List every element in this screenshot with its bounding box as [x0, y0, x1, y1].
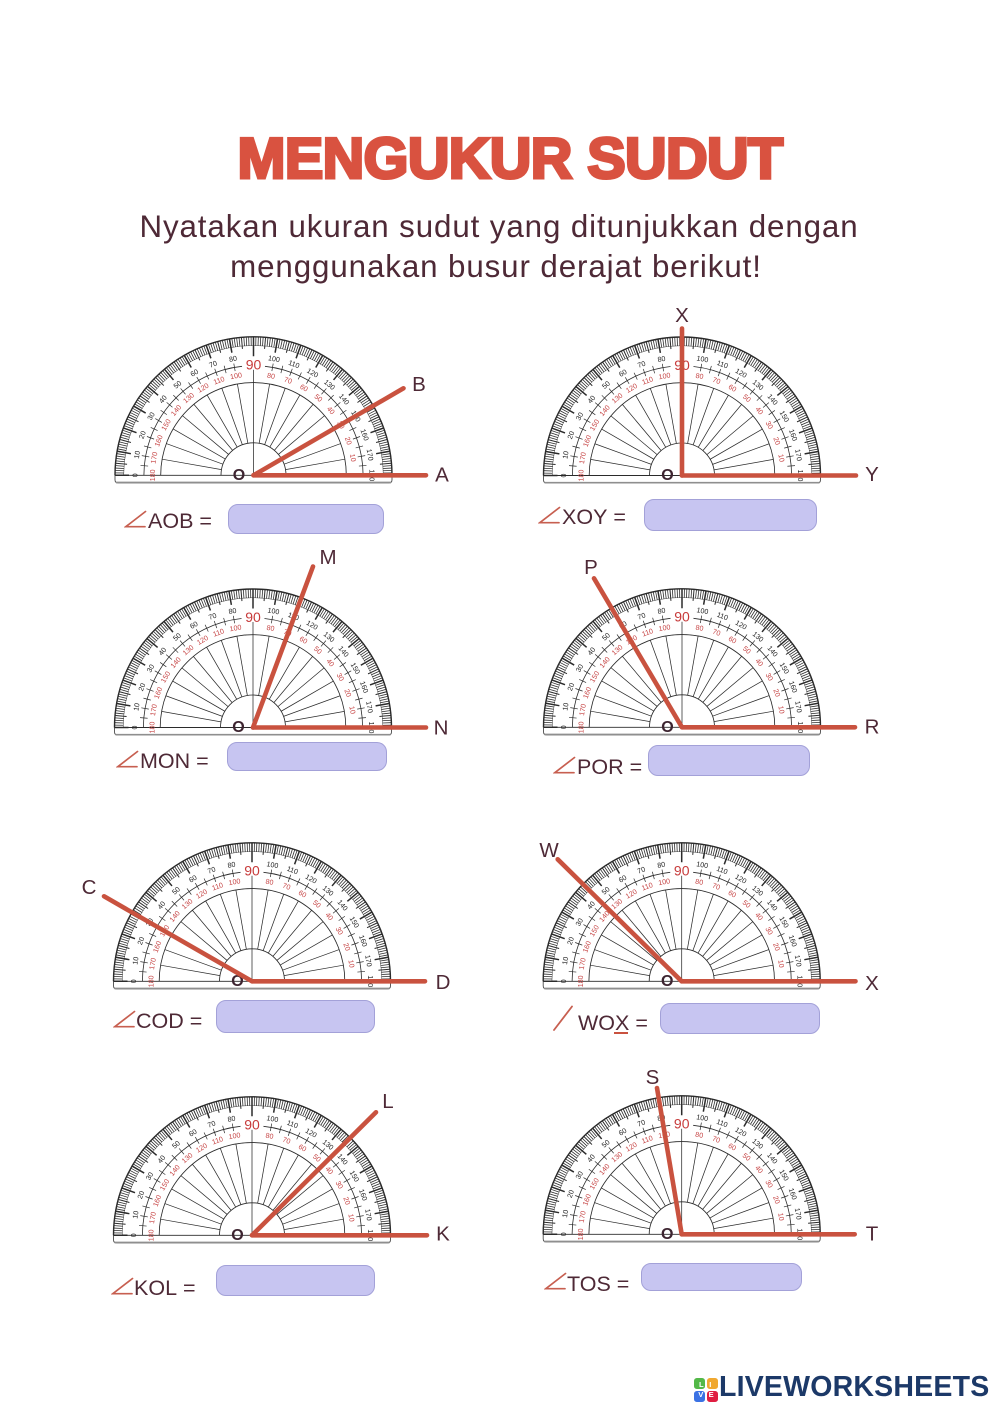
svg-text:S: S	[646, 1066, 660, 1089]
svg-text:Y: Y	[865, 463, 879, 486]
svg-text:X: X	[675, 304, 689, 327]
svg-text:W: W	[539, 839, 559, 862]
svg-text:M: M	[319, 546, 336, 569]
svg-text:N: N	[434, 717, 449, 740]
svg-text:B: B	[412, 373, 426, 396]
svg-text:T: T	[866, 1223, 879, 1246]
svg-text:D: D	[436, 971, 451, 994]
svg-text:C: C	[82, 876, 97, 899]
svg-text:L: L	[382, 1090, 393, 1113]
svg-text:R: R	[865, 716, 880, 739]
svg-text:P: P	[584, 556, 598, 579]
svg-text:X: X	[865, 972, 879, 995]
svg-text:A: A	[435, 464, 449, 487]
svg-text:K: K	[436, 1223, 450, 1246]
